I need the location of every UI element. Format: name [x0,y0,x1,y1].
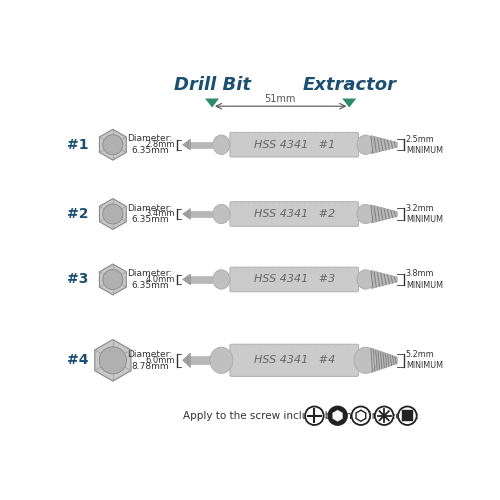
FancyBboxPatch shape [230,344,358,376]
Ellipse shape [357,135,374,154]
Text: 5.2mm
MINIMUM: 5.2mm MINIMUM [406,350,443,370]
Circle shape [103,134,123,154]
Text: 4.0mm: 4.0mm [146,275,175,284]
Text: 3.4mm: 3.4mm [146,210,175,218]
Ellipse shape [357,270,374,289]
Text: HSS 4341   #3: HSS 4341 #3 [254,274,335,284]
Polygon shape [182,353,190,368]
Text: HSS 4341   #1: HSS 4341 #1 [254,140,335,149]
Text: HSS 4341   #2: HSS 4341 #2 [254,209,335,219]
Bar [190,356,212,364]
Text: #3: #3 [68,272,88,286]
Polygon shape [371,136,398,154]
Bar [402,410,413,421]
Circle shape [103,204,123,224]
Circle shape [328,406,347,425]
Polygon shape [182,274,190,285]
Text: 51mm: 51mm [264,94,296,104]
Text: 6.0mm: 6.0mm [146,356,175,365]
Text: Extractor: Extractor [302,76,396,94]
Polygon shape [100,130,126,160]
FancyBboxPatch shape [230,202,358,226]
FancyBboxPatch shape [230,132,358,157]
Ellipse shape [357,204,374,224]
Circle shape [305,406,324,425]
Polygon shape [371,205,398,223]
Polygon shape [182,140,190,150]
Circle shape [100,347,126,374]
Polygon shape [342,98,356,108]
Polygon shape [100,198,126,230]
Text: Diameter:
8.78mm: Diameter: 8.78mm [128,350,172,370]
Text: HSS 4341   #4: HSS 4341 #4 [254,356,335,366]
Text: #4: #4 [67,354,89,368]
Text: 2.5mm
MINIMUM: 2.5mm MINIMUM [406,134,443,155]
Bar [190,276,212,282]
Circle shape [352,406,370,425]
Polygon shape [205,98,219,108]
Text: #1: #1 [67,138,89,151]
Text: Apply to the screw include but not limited to:: Apply to the screw include but not limit… [182,410,419,420]
Ellipse shape [213,270,230,289]
Polygon shape [95,340,131,381]
Bar [190,142,212,148]
Polygon shape [371,270,398,288]
Polygon shape [182,208,190,220]
Text: Diameter:
6.35mm: Diameter: 6.35mm [128,204,172,225]
Ellipse shape [213,135,230,154]
Ellipse shape [213,204,230,224]
Circle shape [103,270,123,289]
Circle shape [398,406,416,425]
Polygon shape [333,410,342,422]
Text: 3.2mm
MINIMUM: 3.2mm MINIMUM [406,204,443,224]
Ellipse shape [354,347,377,374]
Text: #2: #2 [67,207,89,221]
Text: Diameter:
6.35mm: Diameter: 6.35mm [128,269,172,290]
FancyBboxPatch shape [230,267,358,292]
Bar [190,211,212,217]
Ellipse shape [210,347,233,374]
Polygon shape [100,264,126,295]
Circle shape [375,406,394,425]
Polygon shape [371,348,398,372]
Text: Drill Bit: Drill Bit [174,76,250,94]
Text: Diameter:
6.35mm: Diameter: 6.35mm [128,134,172,155]
Text: 2.8mm: 2.8mm [146,140,175,149]
Text: 3.8mm
MINIMUM: 3.8mm MINIMUM [406,270,443,289]
